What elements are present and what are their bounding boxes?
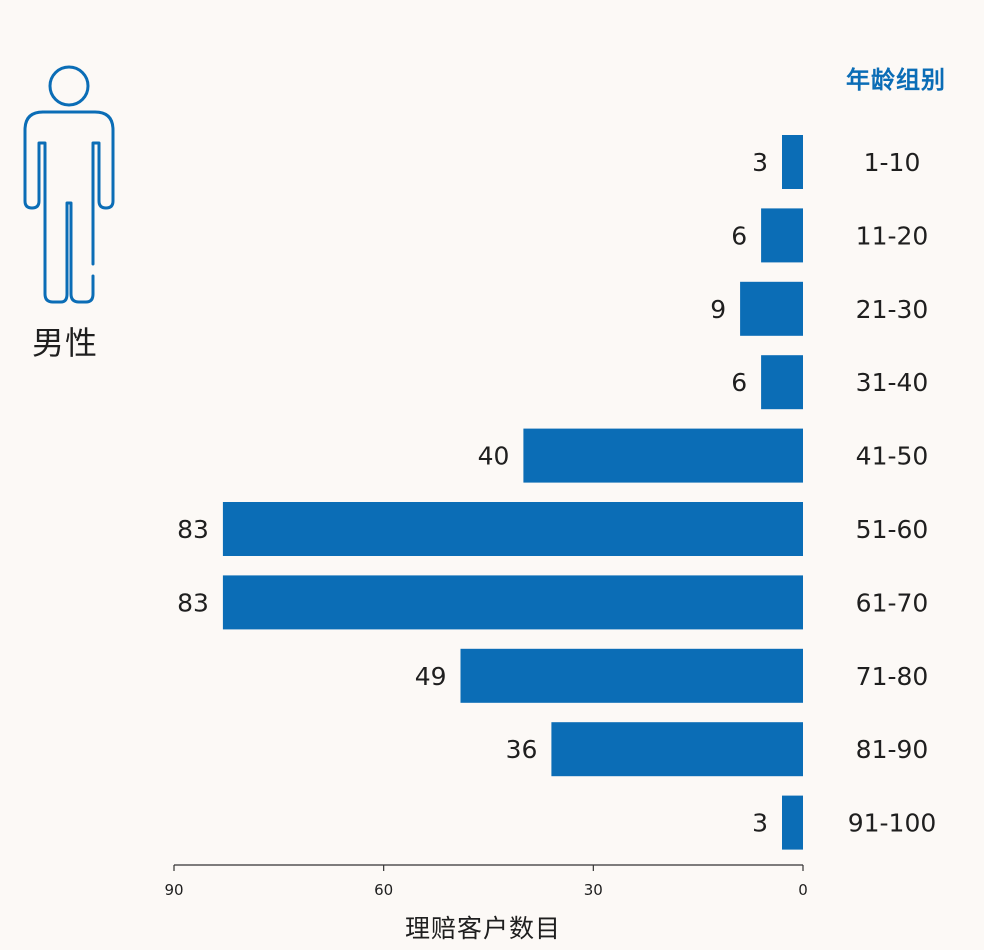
x-tick-label-0: 0 [798,881,808,899]
category-label-91-100: 91-100 [848,809,937,838]
category-axis-title: 年龄组别 [846,66,946,94]
x-tick-label-30: 30 [584,881,603,899]
category-label-61-70: 61-70 [856,588,929,617]
value-label-1-10: 3 [752,148,768,177]
x-axis: 90 60 30 0 [164,864,808,899]
bar-11-20 [761,208,803,263]
category-labels-layer: 1-10 11-20 21-30 31-40 41-50 51-60 61-70 71-80 8… [848,148,937,838]
category-label-41-50: 41-50 [856,442,929,471]
bar-1-10 [782,135,803,189]
value-label-51-60: 83 [177,515,209,544]
category-label-21-30: 21-30 [856,295,929,324]
x-axis-title: 理赔客户数目 [405,914,562,943]
bar-91-100 [782,795,803,850]
gender-label: 男性 [32,324,99,362]
bar-71-80 [460,648,803,703]
value-label-91-100: 3 [752,809,768,838]
bar-61-70 [222,575,803,630]
bar-31-40 [761,355,803,410]
category-label-71-80: 71-80 [856,662,929,691]
value-label-81-90: 36 [506,735,538,764]
category-label-1-10: 1-10 [864,148,921,177]
bar-51-60 [222,502,803,556]
bar-41-50 [523,428,803,483]
category-label-81-90: 81-90 [856,735,929,764]
bar-81-90 [551,722,803,777]
value-label-11-20: 6 [731,221,747,250]
value-label-71-80: 49 [415,662,447,691]
male-person-icon [23,65,115,304]
value-label-31-40: 6 [731,368,747,397]
category-label-31-40: 31-40 [856,368,929,397]
value-label-41-50: 40 [478,442,510,471]
x-tick-label-90: 90 [164,881,183,899]
bar-21-30 [740,281,803,336]
category-label-11-20: 11-20 [856,221,929,250]
x-tick-label-60: 60 [374,881,393,899]
value-label-21-30: 9 [710,295,726,324]
value-label-61-70: 83 [177,588,209,617]
bars-layer [222,135,803,850]
category-label-51-60: 51-60 [856,515,929,544]
